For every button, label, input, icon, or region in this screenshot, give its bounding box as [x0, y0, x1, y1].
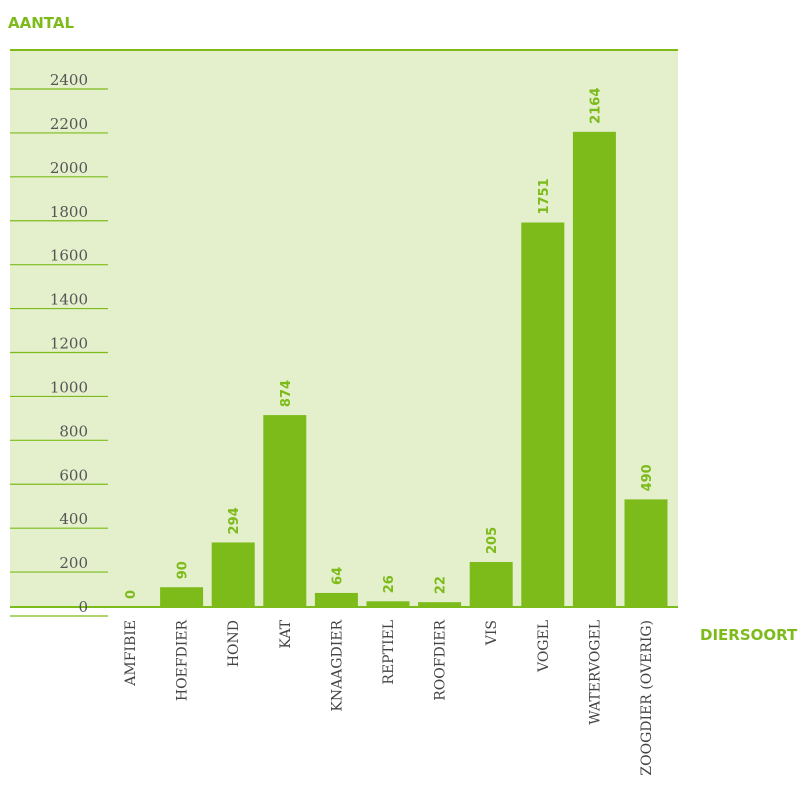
bar-value-label: 2164	[588, 88, 603, 124]
plot-background	[10, 50, 678, 607]
y-tick-label: 600	[59, 466, 88, 484]
bar	[521, 222, 565, 607]
bar	[572, 131, 616, 608]
bar-value-label: 1751	[537, 178, 552, 214]
category-label: AMFIBIE	[123, 620, 139, 687]
bar-value-label: 22	[434, 576, 449, 594]
bar-value-label: 64	[330, 567, 345, 585]
bar	[314, 592, 358, 607]
bar-value-label: 490	[640, 464, 655, 491]
category-label: KNAAGDIER	[329, 620, 345, 712]
y-tick-label: 2000	[50, 159, 88, 177]
y-tick-label: 2400	[50, 71, 88, 89]
category-label: REPTIEL	[381, 620, 397, 685]
category-label: HOND	[226, 620, 242, 667]
bar-value-label: 90	[176, 561, 191, 579]
y-tick-label: 400	[59, 510, 88, 528]
category-label: ROOFDIER	[433, 620, 449, 701]
y-tick-label: 2200	[50, 115, 88, 133]
bar	[211, 542, 255, 607]
category-label: WATERVOGEL	[587, 620, 603, 725]
bars	[160, 131, 668, 608]
y-tick-label: 1800	[50, 203, 88, 221]
category-label: HOEFDIER	[175, 620, 191, 702]
category-label: VIS	[484, 620, 500, 646]
y-tick-label: 1000	[50, 378, 88, 396]
bar	[366, 601, 410, 607]
category-label: ZOOGDIER (OVERIG)	[639, 620, 655, 776]
y-tick-labels: 0 200 400 600 800 1000 1200 1400 1600 1800 2000 220…	[50, 71, 88, 616]
y-tick-label: 1600	[50, 247, 88, 265]
y-axis-title: AANTAL	[8, 14, 74, 32]
bar	[624, 499, 668, 607]
bar	[469, 561, 513, 607]
bar-value-label: 294	[227, 507, 242, 534]
bar-value-label: 205	[485, 527, 500, 554]
category-label: KAT	[278, 619, 294, 648]
bar	[418, 602, 462, 607]
bar	[263, 415, 307, 607]
bar-value-label: 26	[382, 575, 397, 593]
x-axis-title: DIERSOORT	[700, 626, 798, 644]
y-tick-label: 1200	[50, 335, 88, 353]
category-label: VOGEL	[536, 620, 552, 673]
y-tick-label: 200	[59, 554, 88, 572]
bar-value-label: 874	[279, 380, 294, 407]
y-tick-label: 1400	[50, 291, 88, 309]
bar	[160, 587, 204, 607]
y-tick-label: 0	[78, 598, 88, 616]
value-labels: 0 90 294 874 64 26 22 205 1751 2164 490	[124, 88, 655, 599]
y-tick-label: 800	[59, 422, 88, 440]
category-labels: AMFIBIE HOEFDIER HOND KAT KNAAGDIER REPTIEL RO…	[123, 619, 655, 775]
bar-value-label: 0	[124, 590, 139, 599]
